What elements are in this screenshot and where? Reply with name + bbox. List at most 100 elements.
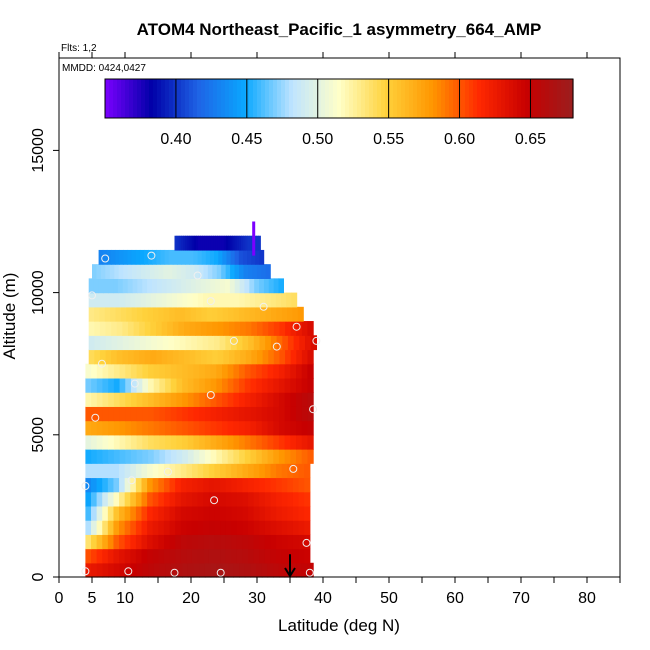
heat-cell — [88, 349, 95, 365]
heat-cell — [265, 335, 272, 351]
heat-cell — [176, 406, 183, 422]
heat-cell — [234, 349, 241, 365]
colorbar-cell — [117, 79, 122, 118]
heat-cell — [158, 264, 164, 279]
heat-cell — [102, 392, 109, 407]
heat-cell — [307, 449, 314, 464]
heat-cell — [290, 392, 297, 407]
heat-cell — [180, 534, 187, 550]
heat-cell — [125, 562, 132, 578]
heat-cell — [153, 434, 160, 450]
heat-cell — [231, 548, 238, 564]
heat-cell — [273, 363, 280, 379]
heat-cell — [264, 463, 272, 479]
heat-cell — [258, 235, 261, 251]
heat-cell — [107, 534, 115, 550]
heat-cell — [169, 548, 176, 564]
heat-cell — [242, 505, 249, 521]
colorbar-cell — [513, 79, 518, 118]
heat-cell — [231, 463, 238, 479]
x-tick-label: 60 — [446, 590, 464, 607]
heat-cell — [124, 491, 131, 507]
heat-cell — [187, 420, 195, 436]
heat-cell — [135, 249, 141, 265]
heat-cell — [197, 463, 204, 479]
heat-cell — [189, 321, 196, 336]
heat-cell — [156, 349, 163, 365]
heat-cell — [152, 534, 159, 550]
heat-cell — [182, 392, 189, 407]
heat-cell — [281, 505, 288, 521]
heat-cell — [189, 349, 196, 365]
sample-point — [81, 482, 90, 490]
heat-cell — [147, 463, 154, 479]
y-tick-label: 15000 — [30, 128, 47, 173]
heat-cell — [165, 449, 172, 464]
heat-cell — [91, 449, 98, 464]
heat-cell — [148, 406, 155, 422]
heat-cell — [175, 534, 182, 550]
sample-point — [97, 359, 106, 368]
heat-cell — [290, 434, 297, 450]
heat-cell — [107, 548, 115, 564]
heat-cell — [165, 406, 172, 422]
heat-cell — [267, 420, 274, 436]
heat-cell — [125, 377, 132, 393]
heat-cell — [98, 249, 104, 265]
heat-cell — [142, 363, 149, 379]
heat-cell — [176, 363, 183, 379]
heat-cell — [229, 278, 236, 294]
heat-cell — [234, 278, 241, 294]
heat-cell — [91, 392, 98, 407]
heat-cell — [85, 449, 92, 464]
heat-cell — [221, 264, 227, 279]
heat-cell — [227, 420, 234, 436]
heat-cell — [99, 349, 107, 365]
heat-cell — [296, 406, 303, 422]
heat-cell — [181, 249, 186, 265]
heat-cell — [225, 335, 232, 351]
heat-cell — [179, 335, 187, 351]
heat-cell — [232, 235, 236, 251]
heat-cell — [113, 520, 120, 535]
heat-cell — [102, 363, 109, 379]
heat-cell — [230, 235, 234, 251]
colorbar-tick-label: 0.45 — [231, 131, 262, 148]
heat-cell — [279, 321, 286, 336]
colorbar-cell — [229, 79, 234, 118]
heat-cell — [244, 278, 250, 294]
colorbar-cell — [365, 79, 370, 118]
heat-cell — [190, 306, 197, 322]
colorbar-cell — [537, 79, 542, 118]
heat-cell — [193, 562, 200, 578]
heat-cell — [127, 321, 135, 336]
heat-cell — [273, 349, 281, 365]
heat-cell — [301, 321, 309, 336]
colorbar-cell — [225, 79, 230, 118]
heat-cell — [285, 349, 292, 365]
heat-cell — [168, 335, 175, 351]
heat-cell — [279, 349, 286, 365]
heat-cell — [264, 534, 272, 550]
colorbar-cell — [445, 79, 450, 118]
heat-cell — [223, 292, 230, 308]
heat-cell — [172, 321, 180, 336]
heat-cell — [260, 292, 267, 308]
sample-point — [289, 464, 298, 473]
heat-cell — [153, 420, 160, 436]
heat-cell — [248, 548, 255, 564]
heat-cell — [139, 249, 145, 265]
heat-cell — [307, 349, 314, 365]
heat-cell — [281, 463, 288, 479]
heat-cell — [287, 335, 295, 351]
colorbar-cell — [285, 79, 290, 118]
heat-cell — [133, 321, 140, 336]
heat-cell — [239, 392, 246, 407]
heat-cell — [298, 505, 305, 521]
heat-cell — [142, 562, 149, 578]
heat-cell — [290, 406, 297, 422]
x-tick-label: 30 — [248, 590, 266, 607]
heat-cell — [278, 420, 286, 436]
colorbar-cell — [429, 79, 434, 118]
heat-cell — [136, 392, 143, 407]
